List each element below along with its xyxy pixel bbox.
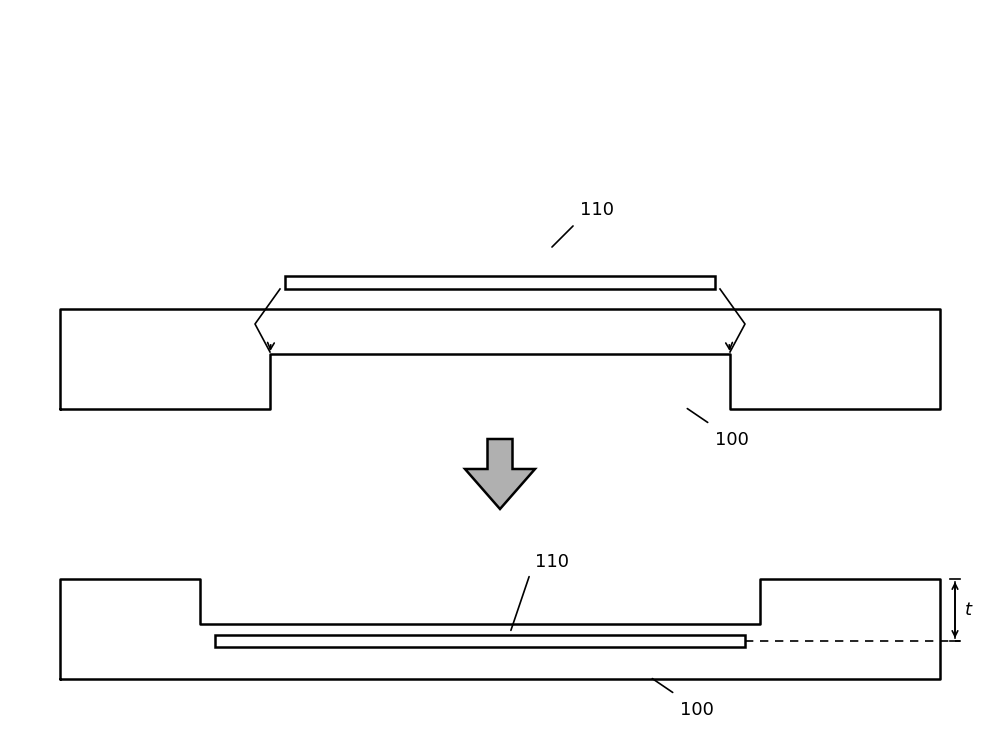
- Polygon shape: [465, 439, 535, 509]
- Text: 100: 100: [680, 701, 714, 719]
- Text: 100: 100: [715, 431, 749, 449]
- Bar: [215, 635, 745, 647]
- Bar: [285, 276, 715, 289]
- Text: 110: 110: [580, 201, 614, 219]
- Text: 110: 110: [535, 553, 569, 571]
- Text: t: t: [965, 601, 972, 619]
